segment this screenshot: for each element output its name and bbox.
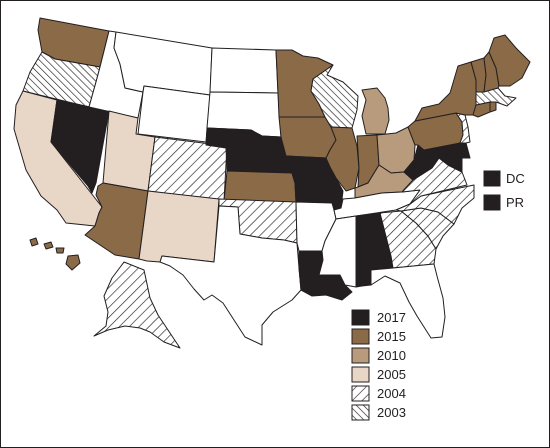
territory-pr-label: PR xyxy=(506,195,524,210)
state-nj xyxy=(455,112,471,144)
legend: 2017 2015 2010 2005 2004 2003 xyxy=(351,309,406,421)
legend-swatch xyxy=(351,309,370,326)
state-wi xyxy=(310,64,359,129)
state-tx xyxy=(159,205,302,346)
legend-item-2004: 2004 xyxy=(351,385,406,402)
state-hi xyxy=(29,237,81,271)
legend-label: 2005 xyxy=(377,367,406,382)
territory-pr-swatch xyxy=(483,194,501,211)
legend-swatch xyxy=(351,404,370,421)
state-ri xyxy=(489,101,497,113)
legend-label: 2015 xyxy=(377,329,406,344)
state-mt xyxy=(113,31,213,96)
legend-item-2015: 2015 xyxy=(351,328,406,345)
legend-swatch xyxy=(351,347,370,364)
territories-key: DC PR xyxy=(483,170,525,211)
state-ak xyxy=(93,261,181,349)
legend-label: 2017 xyxy=(377,310,406,325)
legend-label: 2004 xyxy=(377,386,406,401)
state-ny xyxy=(414,61,479,122)
legend-item-2010: 2010 xyxy=(351,347,406,364)
state-wy xyxy=(137,85,211,143)
territory-dc-swatch xyxy=(483,170,501,187)
state-mi xyxy=(361,87,390,135)
legend-item-2005: 2005 xyxy=(351,366,406,383)
state-ma xyxy=(475,87,517,107)
legend-item-2003: 2003 xyxy=(351,404,406,421)
state-de xyxy=(459,142,471,159)
legend-label: 2003 xyxy=(377,405,406,420)
legend-swatch xyxy=(351,328,370,345)
state-nm xyxy=(138,190,220,263)
state-ks xyxy=(223,170,297,203)
state-il xyxy=(325,126,360,192)
state-me xyxy=(488,34,531,87)
legend-label: 2010 xyxy=(377,348,406,363)
territory-dc-label: DC xyxy=(506,171,525,186)
legend-swatch xyxy=(351,385,370,402)
territory-pr: PR xyxy=(483,194,524,211)
state-nd xyxy=(209,47,279,94)
state-ia xyxy=(278,116,337,159)
territory-dc: DC xyxy=(483,170,525,187)
legend-swatch xyxy=(351,366,370,383)
legend-item-2017: 2017 xyxy=(351,309,406,326)
state-fl xyxy=(370,263,446,339)
